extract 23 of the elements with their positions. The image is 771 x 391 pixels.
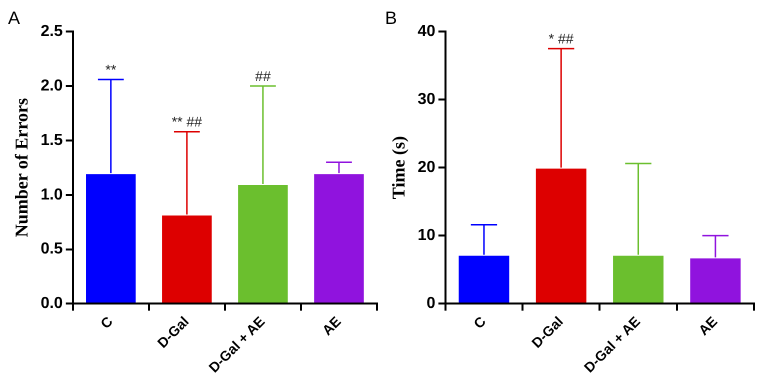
y-axis-title: Number of Errors <box>11 98 32 238</box>
y-tick-label: 20 <box>418 159 436 176</box>
y-axis-title: Time (s) <box>388 136 408 200</box>
chart-title: A <box>8 8 20 28</box>
y-tick-label: 30 <box>418 91 436 108</box>
y-tick-label: 2.5 <box>40 23 63 40</box>
annotation: * ## <box>548 30 574 46</box>
x-tick-label: C <box>470 313 489 332</box>
y-tick-label: 1.0 <box>40 186 63 204</box>
y-tick-label: 2.0 <box>40 77 63 94</box>
annotation: ** ## <box>172 114 202 130</box>
y-tick-label: 0 <box>426 295 436 312</box>
x-tick-label: C <box>97 313 116 332</box>
y-tick-label: 10 <box>418 227 436 244</box>
y-tick-label: 40 <box>418 23 436 40</box>
x-tick-label: AE <box>695 313 720 338</box>
y-tick-label: 1.5 <box>40 132 63 149</box>
x-tick-label: AE <box>318 313 344 338</box>
annotation: ## <box>255 68 271 84</box>
y-tick-label: 0.0 <box>40 295 63 312</box>
y-tick-label: 0.5 <box>40 240 63 258</box>
annotation: ** <box>105 61 117 78</box>
chart-title: B <box>385 8 398 28</box>
